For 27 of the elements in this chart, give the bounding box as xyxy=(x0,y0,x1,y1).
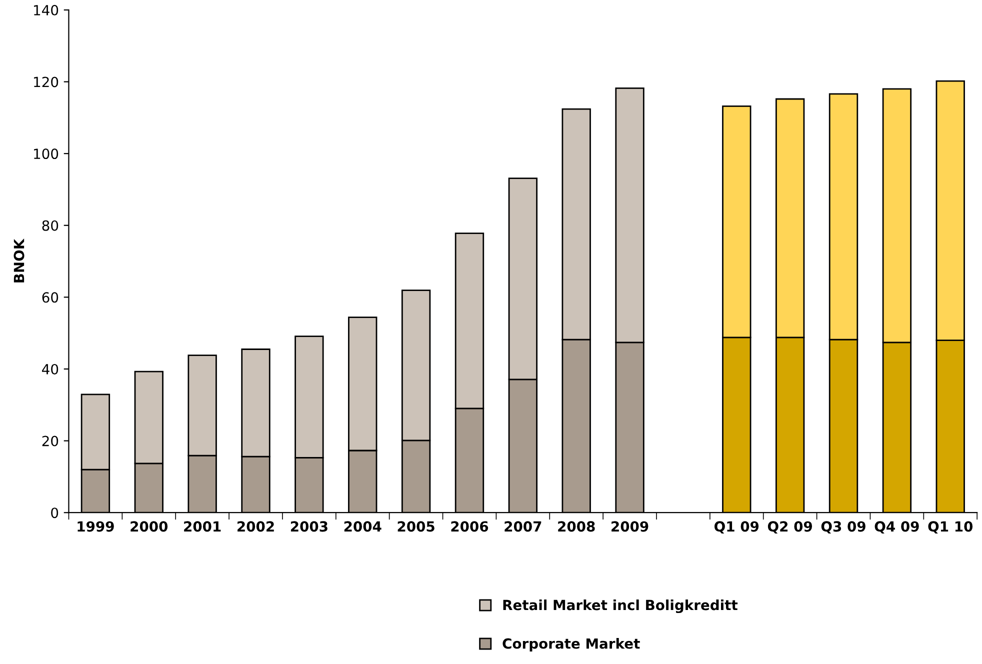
legend-label: Retail Market incl Boligkreditt xyxy=(503,600,738,614)
y-tick-label: 60 xyxy=(42,292,58,303)
y-tick-label: 100 xyxy=(34,148,58,160)
y-tick-label: 0 xyxy=(51,508,58,518)
y-tick-label: 40 xyxy=(42,364,58,374)
x-tick-label: 2000 xyxy=(130,521,168,532)
y-tick-label: 140 xyxy=(34,4,58,16)
y-tick-label: 80 xyxy=(42,220,58,231)
legend-label: Corporate Market xyxy=(502,638,640,652)
x-tick-label: 2005 xyxy=(398,521,434,532)
x-tick-label: Q2 09 xyxy=(768,521,812,534)
x-tick-label: 2002 xyxy=(238,521,274,532)
x-tick-label: Q1 10 xyxy=(928,521,973,534)
x-tick-label: 2001 xyxy=(184,521,221,532)
x-tick-label: Q4 09 xyxy=(874,521,919,534)
x-tick-label: 2006 xyxy=(451,521,488,532)
y-axis-title: BNOK xyxy=(14,238,24,282)
x-tick-label: Q3 09 xyxy=(821,521,866,534)
x-tick-label: Q1 09 xyxy=(714,521,759,534)
y-tick-label: 120 xyxy=(34,76,58,88)
y-tick-label: 20 xyxy=(42,436,58,446)
x-tick-label: 2003 xyxy=(290,521,328,532)
x-tick-label: 2004 xyxy=(344,521,382,532)
x-tick-label: 1999 xyxy=(78,521,114,532)
x-tick-label: 2007 xyxy=(504,521,542,532)
x-tick-label: 2009 xyxy=(612,521,648,532)
x-tick-label: 2008 xyxy=(558,521,595,532)
